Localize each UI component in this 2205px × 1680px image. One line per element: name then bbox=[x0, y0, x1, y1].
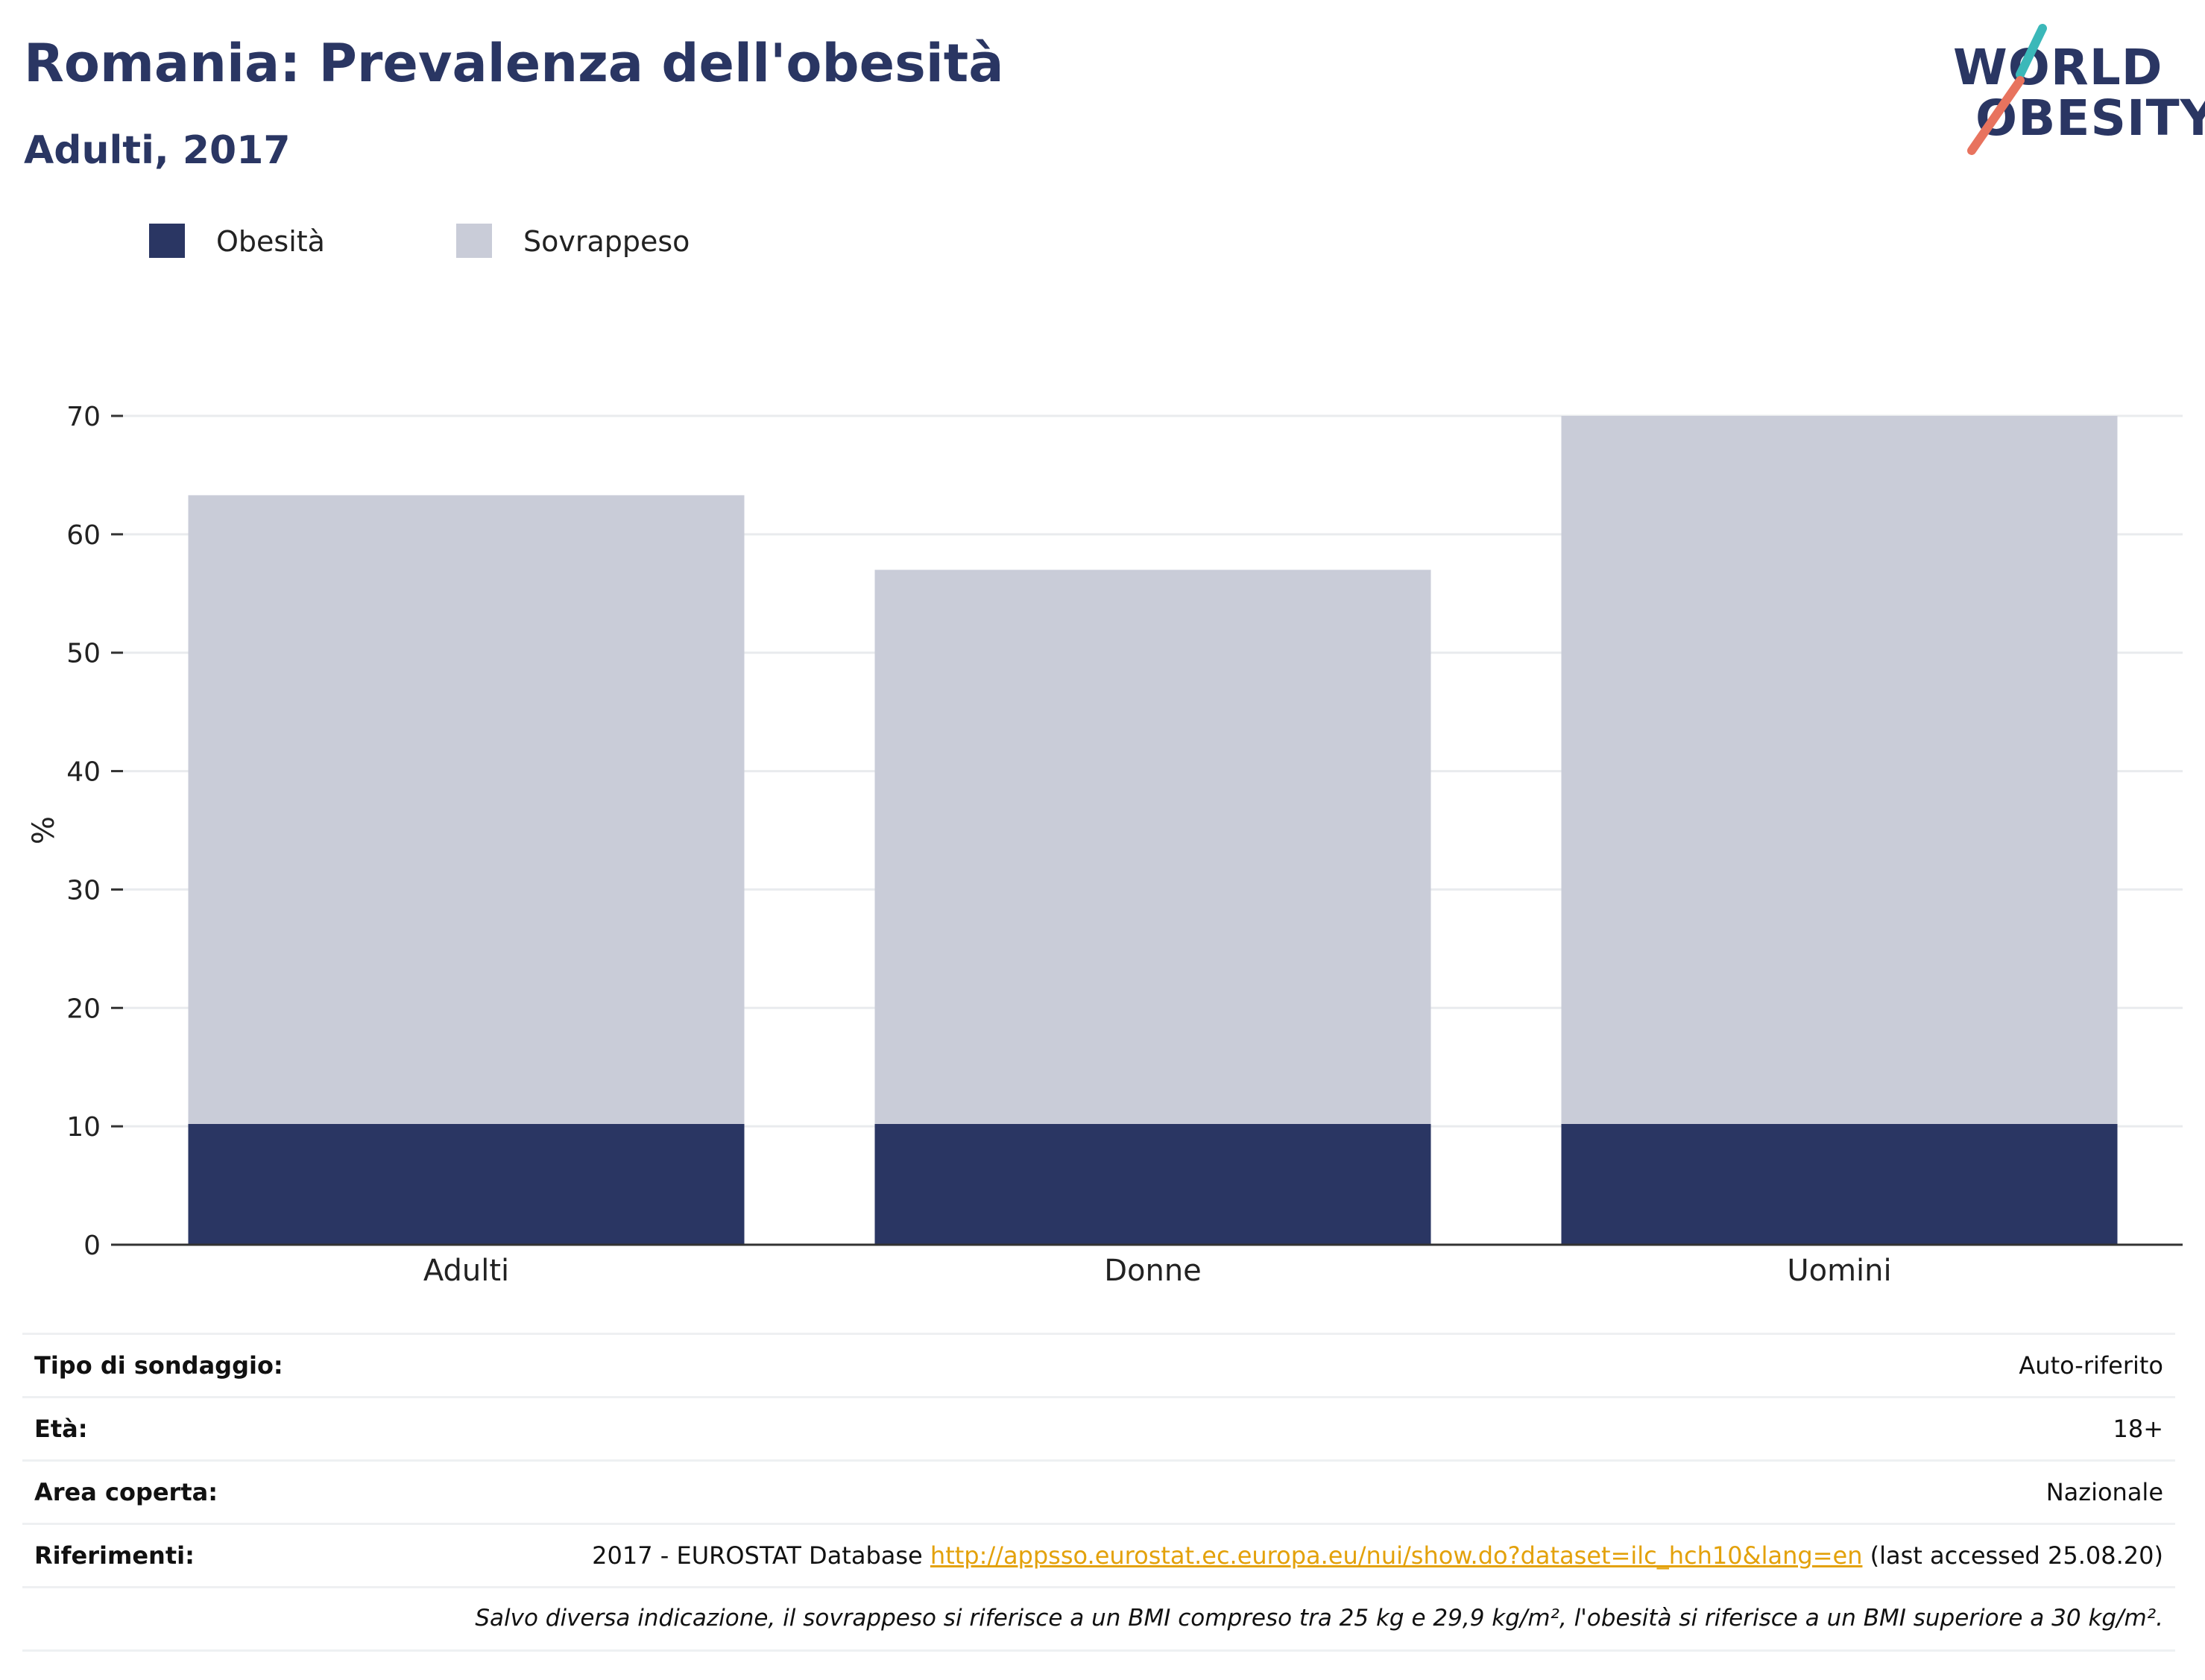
y-tick-label: 10 bbox=[66, 1112, 101, 1143]
info-row-note: Salvo diversa indicazione, il sovrappeso… bbox=[22, 1586, 2175, 1652]
y-tick-label: 70 bbox=[66, 402, 101, 432]
y-tick-label: 0 bbox=[83, 1231, 101, 1261]
info-value: Nazionale bbox=[2045, 1478, 2163, 1506]
info-value: 18+ bbox=[2113, 1415, 2163, 1443]
world-obesity-logo: WORLD OBESITY bbox=[1946, 22, 2205, 157]
bmi-note: Salvo diversa indicazione, il sovrappeso… bbox=[475, 1605, 2163, 1632]
legend-swatch-obesita bbox=[149, 224, 185, 258]
bar-sovrappeso-adulti bbox=[188, 495, 745, 1124]
y-tick-label: 30 bbox=[66, 875, 101, 906]
info-row-references: Riferimenti: 2017 - EUROSTAT Database ht… bbox=[22, 1523, 2175, 1586]
info-row-age: Età: 18+ bbox=[22, 1396, 2175, 1459]
info-row-survey-type: Tipo di sondaggio: Auto-riferito bbox=[22, 1333, 2175, 1396]
y-axis-label: % bbox=[27, 816, 61, 844]
y-tick-label: 20 bbox=[66, 994, 101, 1024]
x-tick-label: Donne bbox=[1104, 1254, 1202, 1288]
bar-sovrappeso-uomini bbox=[1561, 416, 2118, 1124]
references-suffix: (last accessed 25.08.20) bbox=[1870, 1541, 2163, 1570]
bar-obesita-uomini bbox=[1561, 1123, 2118, 1245]
y-tick-label: 60 bbox=[66, 520, 101, 551]
x-tick-label: Uomini bbox=[1787, 1254, 1891, 1288]
legend-label-obesita: Obesità bbox=[216, 225, 325, 258]
bar-obesita-adulti bbox=[188, 1123, 745, 1245]
info-label: Età: bbox=[34, 1415, 88, 1443]
info-table: Tipo di sondaggio: Auto-riferito Età: 18… bbox=[22, 1333, 2175, 1652]
legend-swatch-sovrappeso bbox=[456, 224, 492, 258]
y-tick-label: 40 bbox=[66, 757, 101, 788]
logo-word-world: WORLD bbox=[1953, 39, 2163, 96]
info-value: Auto-riferito bbox=[2019, 1351, 2163, 1380]
info-label: Area coperta: bbox=[34, 1478, 218, 1506]
references-link[interactable]: http://appsso.eurostat.ec.europa.eu/nui/… bbox=[930, 1541, 1863, 1570]
info-row-area: Area coperta: Nazionale bbox=[22, 1459, 2175, 1523]
legend-label-sovrappeso: Sovrappeso bbox=[523, 225, 690, 258]
info-label: Tipo di sondaggio: bbox=[34, 1351, 283, 1380]
y-tick-label: 50 bbox=[66, 639, 101, 669]
x-tick-label: Adulti bbox=[423, 1254, 509, 1288]
references-prefix: 2017 - EUROSTAT Database bbox=[592, 1541, 923, 1570]
chart-title: Romania: Prevalenza dell'obesità bbox=[24, 33, 1004, 94]
info-label: Riferimenti: bbox=[34, 1541, 195, 1570]
logo-word-obesity: OBESITY bbox=[1975, 89, 2205, 147]
stacked-bar-chart: 0 10 20 30 40 50 60 70% Adulti Donne Uomini bbox=[27, 402, 2183, 1288]
references-value: 2017 - EUROSTAT Database http://appsso.e… bbox=[592, 1541, 2163, 1570]
chart-subtitle: Adulti, 2017 bbox=[24, 128, 291, 173]
bar-obesita-donne bbox=[874, 1123, 1431, 1245]
logo-slash-icon bbox=[1967, 24, 2047, 155]
bar-sovrappeso-donne bbox=[874, 569, 1431, 1124]
